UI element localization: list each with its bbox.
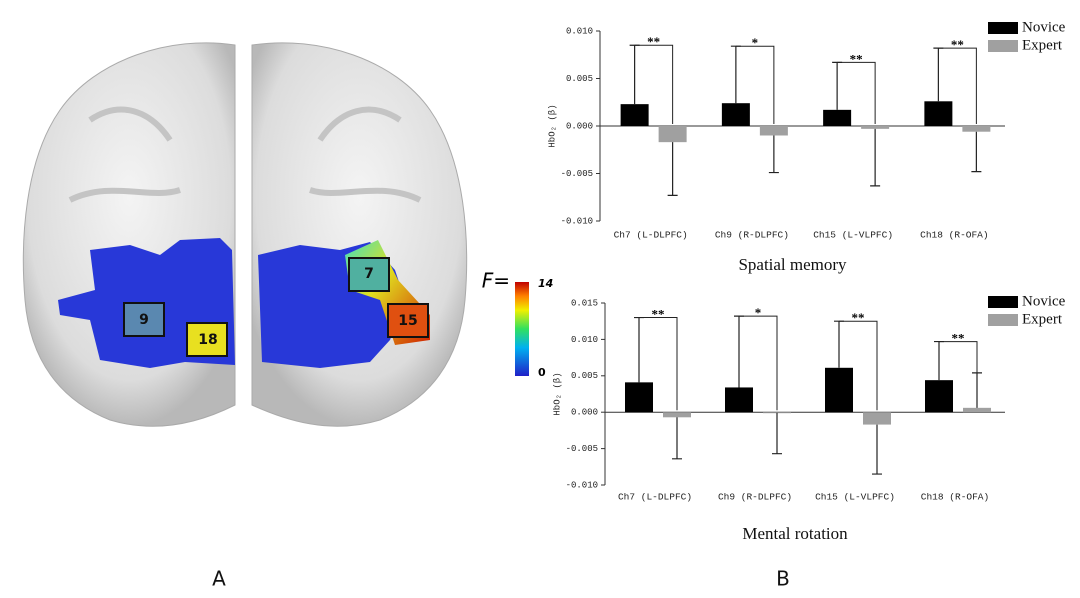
chart-title: Mental rotation — [742, 524, 848, 543]
significance-bracket — [939, 341, 978, 406]
y-tick-label: 0.010 — [566, 26, 593, 36]
panel-label: A — [212, 567, 226, 591]
y-tick-label: -0.010 — [566, 480, 598, 490]
significance-label: ** — [647, 34, 660, 49]
channel-label: 18 — [198, 332, 217, 348]
x-tick-label: Ch15 (L-VLPFC) — [815, 492, 895, 503]
error-bar — [934, 340, 944, 381]
legend-swatch — [988, 296, 1018, 308]
error-bar — [629, 44, 640, 105]
legend-swatch — [988, 314, 1018, 326]
significance-bracket — [938, 47, 977, 124]
legend-swatch — [988, 40, 1018, 52]
channel-label: 7 — [364, 266, 374, 282]
significance-label: * — [752, 35, 759, 50]
bar — [861, 126, 890, 129]
bar — [925, 380, 953, 413]
y-tick-label: 0.005 — [571, 371, 598, 381]
legend-label: Expert — [1022, 311, 1063, 327]
y-tick-label: -0.005 — [566, 444, 598, 454]
colorbar-label: F= — [482, 269, 510, 293]
y-tick-label: 0.010 — [571, 335, 598, 345]
bar — [962, 126, 991, 132]
x-tick-label: Ch15 (L-VLPFC) — [813, 230, 893, 241]
x-tick-label: Ch9 (R-DLPFC) — [715, 230, 789, 241]
x-tick-label: Ch18 (R-OFA) — [921, 492, 989, 503]
channel-label: 15 — [398, 313, 417, 329]
error-bar — [667, 142, 678, 196]
bar — [823, 109, 852, 126]
bar — [963, 407, 991, 413]
legend-swatch — [988, 22, 1018, 34]
significance-label: ** — [952, 331, 965, 346]
significance-bracket — [837, 61, 876, 124]
y-axis-label: HbO₂ (β) — [547, 104, 557, 147]
legend-label: Novice — [1022, 19, 1066, 35]
colorbar-max: 14 — [538, 277, 553, 290]
error-bar — [768, 135, 779, 174]
error-bar — [832, 61, 843, 110]
bar — [759, 126, 788, 136]
chart-title: Spatial memory — [738, 255, 847, 274]
error-bar — [834, 320, 844, 368]
brain-image: 9 18 7 15 F= 14 0 — [22, 42, 553, 427]
bar — [620, 104, 649, 126]
x-tick-label: Ch9 (R-DLPFC) — [718, 492, 792, 503]
significance-bracket — [839, 320, 878, 411]
bar — [663, 412, 691, 418]
y-tick-label: -0.010 — [561, 216, 593, 226]
bar — [825, 367, 853, 413]
colorbar-min: 0 — [538, 366, 546, 379]
y-axis-label: HbO₂ (β) — [552, 372, 562, 415]
y-tick-label: 0.000 — [571, 408, 598, 418]
error-bar — [933, 47, 944, 102]
bar — [721, 103, 750, 126]
x-tick-label: Ch18 (R-OFA) — [920, 230, 988, 241]
y-tick-label: 0.000 — [566, 121, 593, 131]
x-tick-label: Ch7 (L-DLPFC) — [618, 492, 692, 503]
significance-label: * — [755, 305, 762, 320]
x-tick-label: Ch7 (L-DLPFC) — [614, 230, 688, 241]
y-tick-label: 0.015 — [571, 298, 598, 308]
bar — [863, 412, 891, 425]
significance-bracket — [634, 44, 674, 124]
channel-label: 9 — [139, 312, 149, 328]
bar — [658, 126, 687, 143]
bar — [763, 412, 791, 414]
legend-label: Novice — [1022, 293, 1066, 309]
error-bar — [730, 45, 741, 104]
error-bar — [734, 315, 744, 388]
error-bar — [870, 128, 881, 187]
legend-label: Expert — [1022, 37, 1063, 53]
y-tick-label: -0.005 — [561, 169, 593, 179]
significance-label: ** — [850, 51, 863, 66]
significance-bracket — [735, 45, 775, 124]
colorbar — [515, 282, 529, 376]
panel-label: B — [776, 567, 790, 591]
error-bar — [672, 417, 682, 460]
bar — [725, 387, 753, 413]
error-bar — [971, 131, 982, 173]
significance-label: ** — [951, 37, 964, 52]
significance-bracket — [639, 317, 678, 411]
significance-bracket — [739, 315, 778, 411]
bar — [924, 101, 953, 126]
significance-label: ** — [852, 310, 865, 325]
bar — [625, 382, 653, 413]
error-bar — [634, 316, 644, 383]
y-tick-label: 0.005 — [566, 74, 593, 84]
significance-label: ** — [652, 307, 665, 322]
error-bar — [872, 424, 882, 475]
error-bar — [772, 412, 782, 455]
